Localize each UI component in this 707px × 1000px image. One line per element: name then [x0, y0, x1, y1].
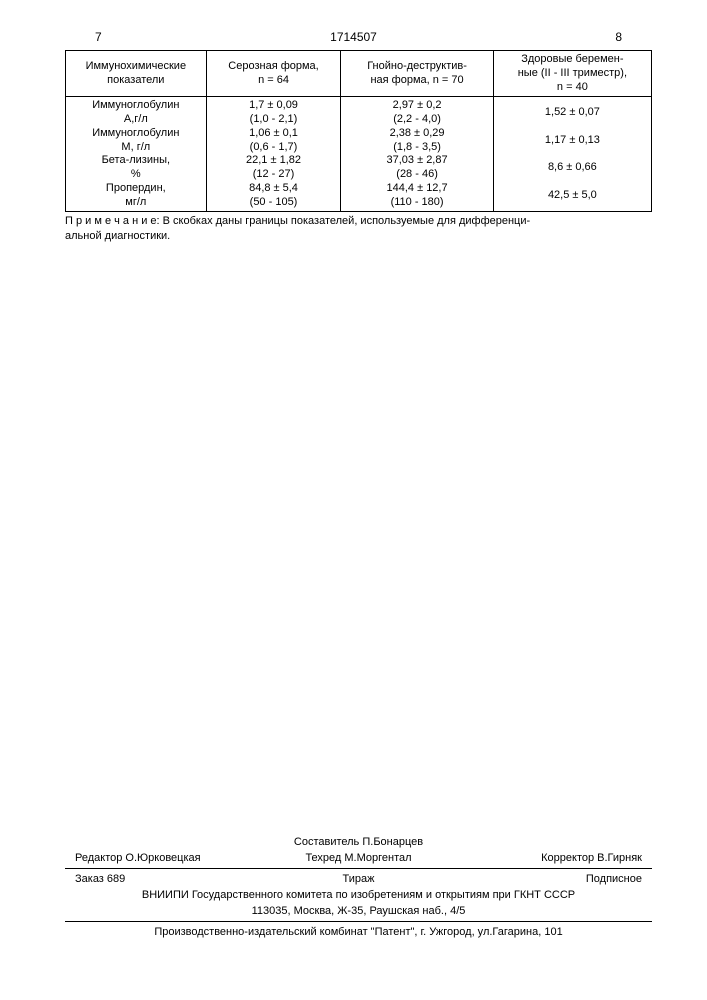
tirazh: Тираж: [264, 873, 453, 885]
compiler-label: Составитель: [294, 836, 359, 848]
page-right: 8: [615, 30, 622, 44]
table-cell-2: 2,97 ± 0,2 (2,2 - 4,0) 2,38 ± 0,29 (1,8 …: [341, 97, 493, 212]
editor-label: Редактор: [75, 852, 122, 864]
editor: О.Юрковецкая: [125, 852, 200, 864]
tech: М.Моргентал: [344, 852, 411, 864]
col-header-0: Иммунохимические показатели: [66, 51, 207, 97]
corrector-label: Корректор: [541, 852, 594, 864]
order: Заказ 689: [75, 873, 264, 885]
data-table: Иммунохимические показатели Серозная фор…: [65, 50, 652, 212]
col-header-2: Гнойно-деструктив- ная форма, n = 70: [341, 51, 493, 97]
corrector: В.Гирняк: [597, 852, 642, 864]
col-header-3: Здоровые беремен- ные (II - III триместр…: [493, 51, 651, 97]
org: ВНИИПИ Государственного комитета по изоб…: [65, 887, 652, 903]
patent-number: 1714507: [330, 30, 377, 44]
table-note: П р и м е ч а н и е: В скобках даны гран…: [65, 214, 652, 243]
table-cell-0: Иммуноглобулин А,г/л Иммуноглобулин М, г…: [66, 97, 207, 212]
page-left: 7: [95, 30, 102, 44]
footer: Составитель П.Бонарцев Редактор О.Юркове…: [65, 834, 652, 940]
podpisnoe: Подписное: [453, 873, 642, 885]
addr: 113035, Москва, Ж-35, Раушская наб., 4/5: [65, 903, 652, 919]
table-cell-1: 1,7 ± 0,09 (1,0 - 2,1) 1,06 ± 0,1 (0,6 -…: [206, 97, 341, 212]
col-header-1: Серозная форма, n = 64: [206, 51, 341, 97]
compiler: П.Бонарцев: [362, 836, 423, 848]
tech-label: Техред: [305, 852, 341, 864]
table-cell-3: 1,52 ± 0,07 1,17 ± 0,13 8,6 ± 0,66 42,5 …: [493, 97, 651, 212]
printer: Производственно-издательский комбинат "П…: [65, 924, 652, 940]
